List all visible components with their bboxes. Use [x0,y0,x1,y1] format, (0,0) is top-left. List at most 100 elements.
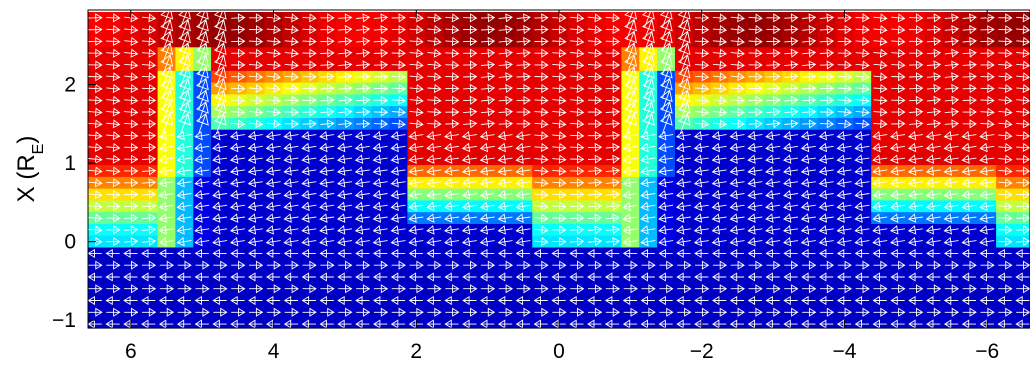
vector-arrow [979,272,994,282]
vector-arrow [855,307,870,317]
vector-arrow [980,284,995,294]
vector-arrow [498,13,513,23]
vector-arrow [248,95,264,105]
vector-arrow [729,213,745,223]
vector-arrow [124,107,139,117]
vector-arrow [248,72,264,82]
vector-arrow [641,113,655,135]
vector-arrow [943,154,959,164]
vector-arrow [765,189,781,200]
vector-arrow [872,189,888,200]
vector-arrow [943,248,959,259]
vector-arrow [283,189,299,200]
vector-arrow [693,130,709,141]
vector-arrow [622,142,638,153]
vector-arrow [266,84,282,94]
vector-arrow [925,178,941,188]
vector-arrow [730,48,745,58]
vector-arrow [283,225,299,235]
vector-arrow [212,201,228,212]
vector-arrow [552,213,567,223]
vector-arrow [158,272,174,282]
vector-arrow [141,178,157,188]
vector-arrow [908,248,923,259]
vector-arrow [729,166,745,176]
vector-arrow [784,48,799,58]
vector-arrow [124,119,139,129]
vector-arrow [570,307,585,317]
vector-arrow [890,189,906,200]
vector-arrow [961,213,977,223]
vector-arrow [836,130,852,141]
vector-arrow [658,178,674,188]
vector-arrow [659,112,673,135]
vector-arrow [302,84,317,94]
vector-arrow [444,201,460,212]
vector-arrow [712,72,728,82]
vector-arrow [213,284,228,294]
vector-arrow [570,13,585,23]
vector-arrow [802,107,817,117]
vector-arrow [766,83,781,94]
x-axis-ticks: 6 4 2 0 −2 −4 −6 [125,10,999,363]
vector-arrow [213,260,228,270]
vector-arrow [784,107,799,117]
vector-arrow [926,83,942,94]
vector-arrow [426,248,441,259]
vector-arrow [320,119,335,129]
vector-arrow [534,307,549,317]
vector-arrow [248,248,263,259]
vector-arrow [141,72,157,82]
vector-arrow [998,25,1013,35]
vector-arrow [266,95,282,105]
vector-arrow [229,236,245,247]
vector-arrow [765,319,780,329]
vector-arrow [463,25,478,35]
vector-arrow [711,201,727,212]
vector-arrow [552,189,567,200]
vector-arrow [783,236,799,247]
vector-arrow [338,25,353,35]
vector-arrow [461,225,477,235]
vector-arrow [319,130,335,141]
x-tick-label: 2 [410,340,422,363]
vector-arrow [819,260,835,270]
vector-arrow [88,60,103,70]
vector-arrow [480,284,496,294]
vector-arrow [230,319,245,329]
vector-arrow [605,131,621,141]
vector-arrow [836,236,852,247]
vector-arrow [283,213,299,223]
vector-arrow [319,248,334,259]
vector-arrow [800,166,816,176]
vector-arrow [124,72,139,82]
vector-arrow [890,319,905,329]
vector-arrow [283,178,299,188]
vector-arrow [212,272,227,282]
vector-arrow [552,260,567,270]
vector-arrow [106,201,121,211]
vector-arrow [461,178,477,188]
vector-arrow [106,237,121,247]
y-tick-label: 1 [64,152,76,175]
heatmap-cell [764,318,783,329]
vector-arrow [229,130,245,141]
vector-arrow [855,36,870,46]
vector-arrow [659,307,674,317]
vector-arrow [747,189,763,200]
vector-arrow [248,48,264,58]
vector-arrow [907,154,923,164]
vector-arrow [712,84,728,94]
vector-arrow [730,307,745,317]
vector-arrow [569,295,584,306]
vector-arrow [498,284,514,294]
vector-arrow [711,130,727,141]
vector-arrow [980,60,995,70]
vector-arrow [338,307,353,317]
vector-arrow [337,236,353,247]
vector-arrow [605,84,621,94]
y-axis-label: X (RE) [13,136,47,203]
vector-arrow [283,295,299,306]
vector-arrow [800,142,816,153]
vector-arrow [961,319,976,329]
